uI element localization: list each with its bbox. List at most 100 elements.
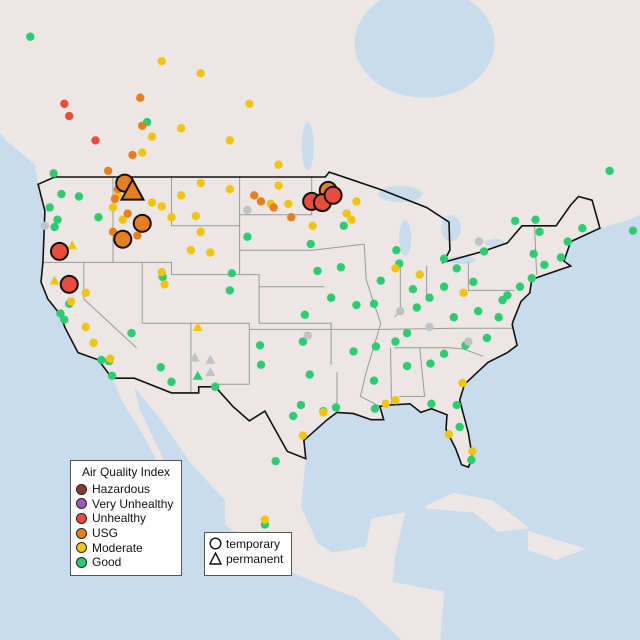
aqi-legend-title: Air Quality Index <box>81 465 171 479</box>
monitor-moderate <box>108 203 118 212</box>
monitor-moderate <box>274 181 283 190</box>
us-border <box>37 171 601 469</box>
monitor-good <box>127 328 136 338</box>
monitor-usg <box>113 229 133 249</box>
legend-swatch <box>76 483 87 495</box>
state-border <box>239 274 332 365</box>
monitor-moderate <box>245 99 254 109</box>
legend-swatch <box>76 512 87 524</box>
monitor-good <box>107 371 117 380</box>
monitor-triangle-usg <box>119 177 146 201</box>
monitor-moderate <box>225 184 235 194</box>
monitor-triangle-moderate <box>49 275 60 285</box>
monitor-good <box>452 400 461 410</box>
monitor-good <box>531 215 540 224</box>
monitor-moderate <box>468 447 477 456</box>
monitor-no_data <box>243 205 252 215</box>
monitor-good <box>469 277 478 287</box>
monitor-good <box>227 269 237 278</box>
monitor-good <box>515 282 525 291</box>
monitor-good <box>556 253 566 262</box>
state-border <box>390 347 392 404</box>
state-border <box>394 347 484 357</box>
monitor-good <box>427 399 436 409</box>
monitor-unhealthy <box>59 274 79 294</box>
state-border <box>83 262 137 349</box>
monitor-moderate <box>342 209 351 218</box>
monitor-good <box>255 341 265 350</box>
monitor-good <box>371 342 381 351</box>
monitor-good <box>452 264 461 273</box>
monitor-good <box>402 328 412 338</box>
monitor-moderate <box>319 408 328 417</box>
monitor-good <box>243 232 252 241</box>
monitor-moderate <box>89 338 98 348</box>
monitor-moderate <box>444 430 454 439</box>
monitor-moderate <box>160 280 169 289</box>
monitor-good <box>336 263 346 272</box>
legend-label: Hazardous <box>92 482 151 497</box>
monitor-good <box>439 282 449 291</box>
legend-item-moderate: Moderate <box>71 540 181 555</box>
monitor-good <box>305 370 314 379</box>
monitor-triangle-no_data <box>189 352 200 362</box>
monitor-good <box>49 169 58 178</box>
monitor-good <box>529 249 538 259</box>
legend-item-unhealthy: Unhealthy <box>71 511 181 526</box>
monitor-good <box>225 286 235 295</box>
monitor-moderate <box>157 202 166 211</box>
state-border <box>467 262 515 291</box>
state-border <box>239 177 313 216</box>
monitor-good <box>57 189 66 199</box>
monitor-usg <box>256 197 266 206</box>
monitor-usg <box>269 203 278 212</box>
monitor-no_data <box>40 221 50 230</box>
monitor-moderate <box>191 211 200 221</box>
monitor-good <box>60 315 69 324</box>
hispaniola <box>527 530 587 560</box>
monitor-triangle-good <box>192 370 203 380</box>
lake-huron <box>440 215 461 242</box>
monitor-usg <box>103 166 113 176</box>
monitor-unhealthy <box>65 111 74 121</box>
monitor-moderate <box>415 270 424 279</box>
legend-item-temporary: temporary <box>205 535 291 552</box>
monitor-good <box>296 400 306 410</box>
monitor-good <box>412 303 422 312</box>
monitor-moderate <box>458 378 467 388</box>
monitor-good <box>503 291 512 300</box>
legend-label: Moderate <box>92 540 143 555</box>
monitor-good <box>26 32 35 41</box>
state-border <box>190 322 250 385</box>
monitor-good <box>94 213 103 222</box>
monitor-moderate <box>118 215 127 224</box>
monitor-usg <box>250 191 259 200</box>
monitor-unhealthy <box>91 136 100 145</box>
legend-item-good: Good <box>71 555 181 570</box>
monitor-good <box>527 274 536 283</box>
state-border <box>359 244 382 407</box>
state-border <box>239 243 365 251</box>
monitor-no_data <box>425 322 434 332</box>
monitor-good <box>313 266 322 276</box>
monitor-moderate <box>206 248 215 257</box>
monitor-good <box>50 222 59 232</box>
monitor-usg <box>287 213 296 222</box>
monitor-good <box>402 361 412 371</box>
monitor-no_data <box>474 237 484 246</box>
monitor-good <box>578 224 587 233</box>
monitor-good <box>45 203 54 212</box>
monitor-usg <box>138 121 147 130</box>
monitor-good <box>563 237 572 246</box>
legend-swatch <box>76 498 87 510</box>
monitor-good <box>369 299 379 309</box>
monitor-good <box>56 309 65 318</box>
monitor-good <box>352 300 361 310</box>
monitor-moderate <box>176 124 186 133</box>
monitor-moderate <box>347 215 356 224</box>
monitor-moderate <box>157 267 166 277</box>
hudson-bay <box>354 0 495 98</box>
monitor-good <box>449 313 459 322</box>
